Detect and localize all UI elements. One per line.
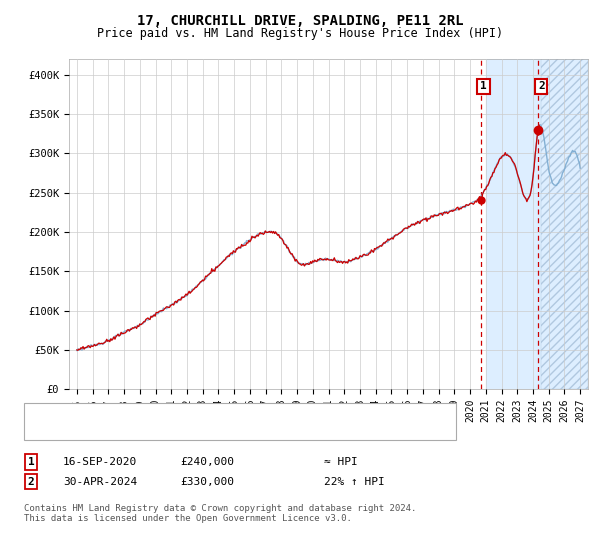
Text: ≈ HPI: ≈ HPI [324, 457, 358, 467]
Text: 2: 2 [538, 81, 545, 91]
Text: 1: 1 [28, 457, 35, 467]
Text: £330,000: £330,000 [180, 477, 234, 487]
Text: 1: 1 [480, 81, 487, 91]
Bar [541, 59, 588, 389]
Text: 30-APR-2024: 30-APR-2024 [63, 477, 137, 487]
Text: 17, CHURCHILL DRIVE, SPALDING, PE11 2RL: 17, CHURCHILL DRIVE, SPALDING, PE11 2RL [137, 14, 463, 28]
Text: 16-SEP-2020: 16-SEP-2020 [63, 457, 137, 467]
Bar [486, 59, 588, 389]
Text: HPI: Average price, detached house, South Holland: HPI: Average price, detached house, Sout… [69, 426, 375, 436]
Text: Contains HM Land Registry data © Crown copyright and database right 2024.
This d: Contains HM Land Registry data © Crown c… [24, 504, 416, 524]
Text: 17, CHURCHILL DRIVE, SPALDING, PE11 2RL (detached house): 17, CHURCHILL DRIVE, SPALDING, PE11 2RL … [69, 407, 419, 417]
Text: 2: 2 [28, 477, 35, 487]
Text: £240,000: £240,000 [180, 457, 234, 467]
Text: Price paid vs. HM Land Registry's House Price Index (HPI): Price paid vs. HM Land Registry's House … [97, 27, 503, 40]
Text: 22% ↑ HPI: 22% ↑ HPI [324, 477, 385, 487]
